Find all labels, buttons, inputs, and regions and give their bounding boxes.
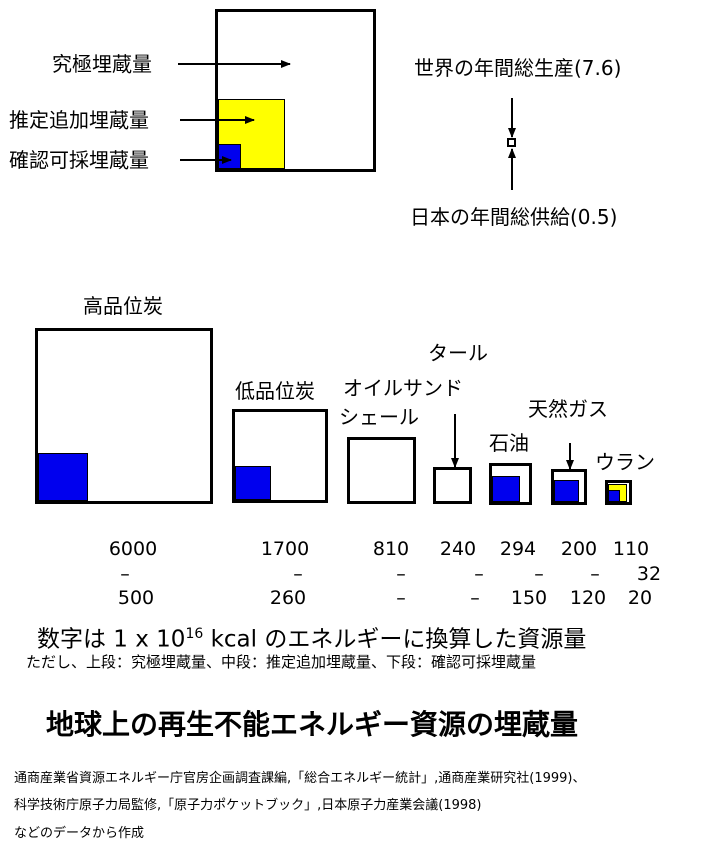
world-production-label: 世界の年間総生産(7.6) [414,56,622,80]
high-coal-confirmed: 500 [117,587,155,609]
oil-confirmed-fill [492,476,520,502]
oil-sand-label-line2: シェール [339,405,419,429]
tar-ultimate: 240 [439,538,477,560]
oil-ultimate: 294 [499,538,537,560]
oil-estimated: – [534,563,544,585]
low-coal-confirmed: 260 [269,587,307,609]
high-coal-label: 高品位炭 [83,294,163,318]
tar-box [433,467,472,504]
gas-confirmed-fill [554,480,579,502]
japan-supply-label: 日本の年間総供給(0.5) [410,205,618,229]
unit-note-suffix: kcal のエネルギーに換算した資源量 [203,626,587,653]
tier-note: ただし、上段：究極埋蔵量、中段：推定追加埋蔵量、下段：確認可採埋蔵量 [26,653,537,671]
world-production-box [507,138,516,147]
low-coal-label: 低品位炭 [235,379,315,403]
tar-estimated: – [474,563,484,585]
ultimate-reserve-label: 究極埋蔵量 [52,52,152,76]
high-coal-confirmed-fill [38,453,88,501]
uranium-estimated: 32 [636,563,662,585]
gas-estimated: – [590,563,600,585]
unit-note-exponent: 16 [185,626,204,642]
low-coal-estimated: – [293,563,303,585]
gas-confirmed: 120 [569,587,607,609]
low-coal-confirmed-fill [235,466,271,500]
unit-note-prefix: 数字は 1 x 10 [37,626,186,653]
low-coal-ultimate: 1700 [260,538,310,560]
page-title: 地球上の再生不能エネルギー資源の埋蔵量 [46,708,579,741]
source-line-3: などのデータから作成 [14,826,145,841]
uranium-confirmed-fill [608,490,620,502]
source-line-1: 通商産業省資源エネルギー庁官房企画調査課編,「総合エネルギー統計」,通商産業研究… [14,771,586,786]
oil-sand-box [347,437,416,504]
high-coal-estimated: – [120,563,130,585]
oil-sand-confirmed: – [396,587,406,609]
confirmed-reserve-label: 確認可採埋蔵量 [9,148,149,172]
tar-confirmed: – [470,587,480,609]
source-line-2: 科学技術庁原子力局監修,「原子力ポケットブック」,日本原子力産業会議(1998) [14,798,482,813]
oil-sand-estimated: – [396,563,406,585]
uranium-confirmed: 20 [627,587,653,609]
gas-ultimate: 200 [560,538,598,560]
oil-sand-ultimate: 810 [372,538,410,560]
gas-label: 天然ガス [528,397,608,421]
high-coal-ultimate: 6000 [108,538,158,560]
uranium-ultimate: 110 [612,538,650,560]
tar-label: タール [428,341,488,365]
oil-label: 石油 [489,431,529,455]
oil-confirmed: 150 [510,587,548,609]
unit-note: 数字は 1 x 1016 kcal のエネルギーに換算した資源量 [37,621,586,653]
oil-sand-label-line1: オイルサンド [343,376,463,400]
estimated-reserve-label: 推定追加埋蔵量 [9,108,149,132]
uranium-label: ウラン [595,450,655,474]
